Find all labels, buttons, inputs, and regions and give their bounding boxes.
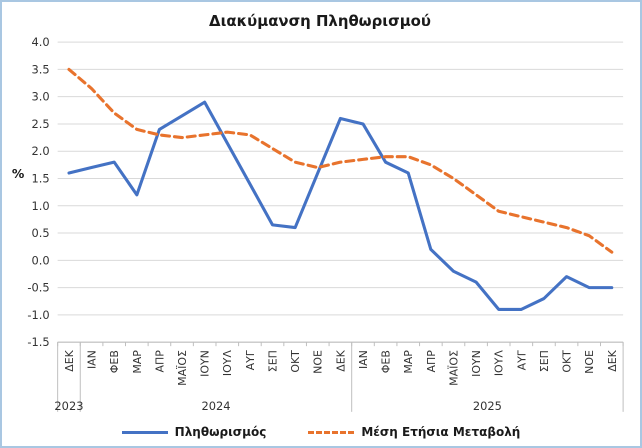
y-tick-label: 2.0 — [32, 144, 50, 158]
y-tick-label: 0.5 — [32, 226, 50, 240]
y-tick-label: -1.5 — [27, 335, 49, 349]
y-axis-tick-labels: 4.0 3.5 3.0 2.5 2.0 1.5 1.0 0.5 0.0 -0.5 -1.0 -1.5 — [27, 35, 49, 349]
x-tick-label: ΑΥΓ — [244, 349, 257, 370]
series-line-mean-annual-change — [67, 67, 614, 254]
x-tick-label: ΙΟΥΛ — [221, 350, 234, 377]
legend-item-mean-annual-change[interactable]: Μέση Ετήσια Μεταβολή — [308, 425, 520, 439]
blue-solid-line-sample — [121, 430, 168, 434]
x-axis-month-labels: ΔΕΚ ΙΑΝ ΦΕΒ ΜΑΡ ΑΠΡ ΜΑΪΟΣ ΙΟΥΝ ΙΟΥΛ ΑΥΓ ΣΕΠ ΟΚΤ ΝΟΕ… — [63, 349, 619, 386]
x-tick-label: ΟΚΤ — [561, 350, 574, 373]
year-label: 2023 — [54, 399, 83, 413]
x-tick-label: ΜΑΡ — [131, 350, 144, 374]
y-axis-unit-label: % — [12, 166, 25, 181]
y-tick-label: 1.0 — [32, 199, 50, 213]
orange-dashed-line-sample — [308, 430, 355, 434]
year-label: 2025 — [473, 399, 502, 413]
x-tick-label: ΜΑΪΟΣ — [447, 350, 460, 386]
x-axis-year-labels: 2023 2024 2025 — [54, 399, 501, 413]
y-tick-label: 2.5 — [32, 117, 50, 131]
series-line-inflation — [67, 100, 614, 311]
x-tick-label: ΦΕΒ — [380, 350, 393, 373]
x-tick-label: ΙΟΥΝ — [470, 350, 483, 377]
x-tick-label: ΦΕΒ — [108, 350, 121, 373]
x-tick-label: ΜΑΡ — [402, 350, 415, 374]
x-tick-label: ΔΕΚ — [606, 349, 619, 371]
y-tick-label: -1.0 — [27, 308, 49, 322]
x-tick-label: ΑΠΡ — [425, 350, 438, 373]
legend-label-inflation: Πληθωρισμός — [174, 425, 267, 439]
x-tick-label: ΙΟΥΛ — [493, 350, 506, 377]
x-tick-label: ΣΕΠ — [267, 350, 280, 372]
legend-label-mean-annual-change: Μέση Ετήσια Μεταβολή — [361, 425, 521, 439]
x-tick-label: ΣΕΠ — [538, 350, 551, 372]
year-label: 2024 — [201, 399, 230, 413]
y-tick-label: 4.0 — [32, 35, 50, 49]
x-axis — [57, 341, 624, 412]
y-tick-label: 1.5 — [32, 171, 50, 185]
x-tick-label: ΟΚΤ — [289, 350, 302, 373]
chart-legend: Πληθωρισμός Μέση Ετήσια Μεταβολή — [2, 425, 640, 439]
series-lines — [67, 67, 614, 311]
chart-title: Διακύμανση Πληθωρισμού — [209, 12, 431, 30]
x-tick-label: ΙΟΥΝ — [199, 350, 212, 377]
x-tick-label: ΝΟΕ — [583, 350, 596, 374]
x-tick-label: ΙΑΝ — [357, 350, 370, 369]
x-tick-label: ΑΥΓ — [515, 349, 528, 370]
x-tick-label: ΑΠΡ — [153, 350, 166, 373]
legend-item-inflation[interactable]: Πληθωρισμός — [121, 425, 267, 439]
x-tick-label: ΜΑΪΟΣ — [176, 350, 189, 386]
y-tick-label: 0.0 — [32, 253, 50, 267]
x-tick-label: ΝΟΕ — [312, 350, 325, 374]
x-tick-label: ΔΕΚ — [63, 349, 76, 371]
y-tick-label: -0.5 — [27, 281, 49, 295]
x-tick-label: ΔΕΚ — [334, 349, 347, 371]
x-tick-label: ΙΑΝ — [86, 350, 99, 369]
y-tick-label: 3.5 — [32, 62, 50, 76]
y-tick-label: 3.0 — [32, 90, 50, 104]
gridlines — [57, 41, 624, 343]
